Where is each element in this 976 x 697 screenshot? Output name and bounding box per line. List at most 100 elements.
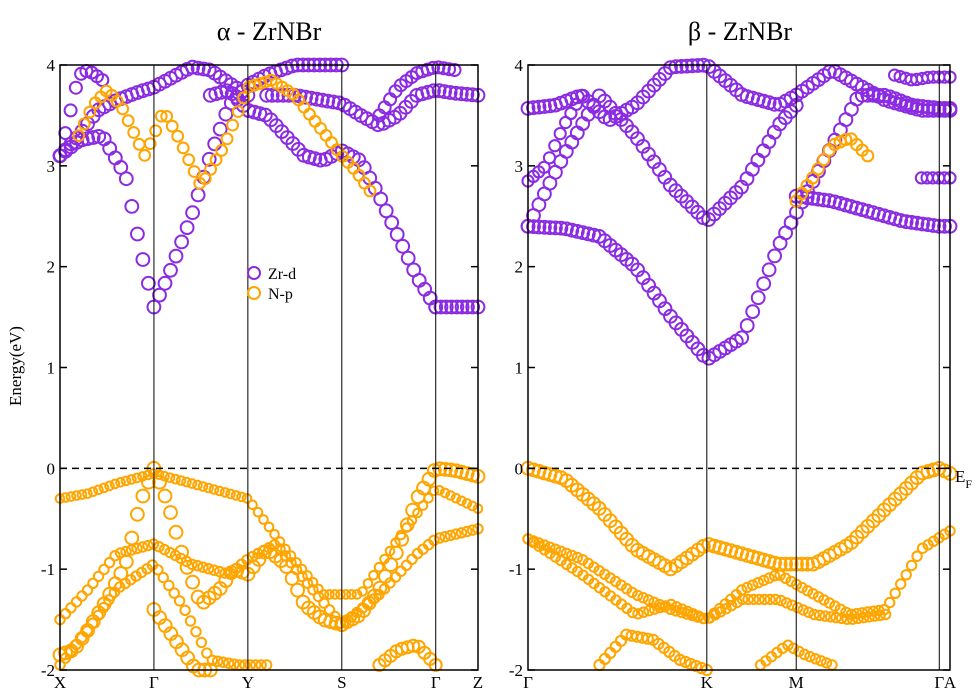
band-point-n-p-4 bbox=[109, 550, 121, 562]
band-point-zr-d-2 bbox=[395, 238, 411, 254]
band-point-n-p-4 bbox=[318, 597, 330, 609]
band-point-zr-d-0 bbox=[548, 220, 563, 236]
band-point-n-p-3 bbox=[357, 586, 368, 597]
band-point-n-p-5 bbox=[65, 645, 77, 657]
band-point-n-p-3 bbox=[71, 490, 82, 501]
band-point-zr-d-3 bbox=[904, 215, 919, 230]
band-point-n-p-4 bbox=[257, 545, 270, 557]
band-point-n-p-3 bbox=[852, 612, 864, 625]
band-point-n-p-5 bbox=[217, 656, 229, 668]
band-point-n-p-2 bbox=[538, 539, 551, 551]
y-tick-label: 2 bbox=[47, 258, 56, 277]
band-point-n-p-3 bbox=[830, 611, 842, 624]
y-tick-label: 2 bbox=[515, 258, 524, 277]
band-point-zr-d-0 bbox=[185, 205, 201, 221]
band-point-zr-d-0 bbox=[734, 330, 750, 346]
band-point-n-p-0 bbox=[77, 117, 91, 131]
band-point-n-p-5 bbox=[820, 657, 833, 669]
band-point-n-p-3 bbox=[417, 500, 429, 511]
band-point-n-p-5 bbox=[798, 648, 811, 661]
band-point-n-p-3 bbox=[698, 612, 710, 625]
band-point-zr-d-6 bbox=[426, 60, 440, 75]
band-point-n-p-4 bbox=[98, 563, 110, 576]
band-point-n-p-3 bbox=[214, 485, 225, 497]
k-point-label: S bbox=[337, 673, 346, 692]
legend-label-zr-d: Zr-d bbox=[268, 266, 296, 283]
band-point-zr-d-0 bbox=[190, 187, 206, 203]
band-point-zr-d-2 bbox=[668, 59, 684, 75]
band-point-zr-d-5 bbox=[63, 103, 78, 118]
band-point-n-p-3 bbox=[434, 485, 445, 496]
band-point-zr-d-2 bbox=[542, 98, 558, 114]
band-point-n-p-5 bbox=[70, 638, 83, 651]
band-point-zr-d-0 bbox=[163, 262, 178, 278]
band-point-n-p-1 bbox=[861, 149, 875, 163]
band-point-n-p-3 bbox=[428, 485, 440, 497]
band-point-n-p-3 bbox=[302, 570, 313, 581]
band-point-n-p-4 bbox=[301, 577, 314, 589]
band-point-n-p-0 bbox=[187, 165, 201, 178]
band-point-zr-d-0 bbox=[212, 121, 228, 137]
band-point-n-p-4 bbox=[461, 525, 473, 538]
band-point-zr-d-0 bbox=[207, 136, 223, 152]
band-point-n-p-0 bbox=[83, 105, 97, 119]
band-point-n-p-0 bbox=[308, 114, 322, 128]
band-point-n-p-5 bbox=[179, 604, 191, 616]
band-point-zr-d-0 bbox=[141, 275, 156, 291]
band-point-n-p-2 bbox=[544, 541, 556, 553]
band-point-n-p-3 bbox=[665, 598, 677, 611]
band-point-n-p-5 bbox=[152, 564, 164, 576]
band-point-zr-d-0 bbox=[526, 219, 541, 235]
band-point-n-p-2 bbox=[889, 587, 901, 599]
band-point-n-p-0 bbox=[204, 162, 218, 176]
band-point-n-p-4 bbox=[125, 544, 138, 556]
band-point-n-p-3 bbox=[797, 604, 809, 616]
band-point-zr-d-2 bbox=[679, 58, 695, 74]
band-point-n-p-3 bbox=[841, 613, 853, 625]
band-point-zr-d-4 bbox=[426, 83, 441, 99]
band-point-n-p-3 bbox=[835, 612, 848, 625]
band-point-n-p-5 bbox=[804, 651, 816, 663]
band-point-n-p-3 bbox=[764, 593, 776, 606]
band-point-zr-d-0 bbox=[124, 199, 140, 214]
band-point-n-p-2 bbox=[763, 572, 775, 584]
band-point-n-p-3 bbox=[819, 610, 831, 622]
band-point-n-p-3 bbox=[423, 492, 434, 504]
band-point-n-p-3 bbox=[280, 543, 291, 555]
band-point-n-p-2 bbox=[741, 581, 753, 594]
band-point-n-p-4 bbox=[285, 557, 297, 569]
legend-label-n-p: N-p bbox=[268, 286, 293, 303]
band-point-zr-d-4 bbox=[442, 85, 458, 100]
band-point-zr-d-3 bbox=[433, 299, 449, 315]
band-point-zr-d-5 bbox=[58, 126, 73, 141]
band-point-n-p-2 bbox=[796, 581, 808, 594]
band-point-n-p-1 bbox=[290, 582, 306, 598]
band-point-n-p-3 bbox=[643, 605, 655, 617]
band-point-n-p-3 bbox=[230, 490, 242, 501]
band-point-n-p-3 bbox=[373, 561, 385, 573]
band-point-n-p-0 bbox=[767, 555, 782, 571]
band-point-n-p-3 bbox=[670, 601, 683, 613]
band-point-zr-d-3 bbox=[909, 215, 925, 231]
band-point-n-p-0 bbox=[794, 556, 810, 572]
band-point-n-p-0 bbox=[198, 172, 212, 186]
band-point-n-p-3 bbox=[181, 476, 192, 488]
legend: Zr-d N-p bbox=[247, 266, 296, 303]
band-point-zr-d-0 bbox=[284, 58, 300, 74]
band-point-n-p-2 bbox=[383, 557, 399, 573]
band-point-n-p-1 bbox=[157, 488, 173, 504]
band-point-n-p-2 bbox=[818, 594, 830, 606]
band-point-n-p-5 bbox=[163, 579, 175, 592]
band-point-n-p-4 bbox=[279, 550, 292, 562]
band-point-zr-d-2 bbox=[378, 203, 394, 219]
band-point-n-p-4 bbox=[76, 590, 88, 602]
band-point-zr-d-0 bbox=[564, 222, 580, 238]
band-point-zr-d-0 bbox=[750, 290, 766, 306]
band-point-zr-d-2 bbox=[920, 103, 936, 118]
band-point-n-p-0 bbox=[143, 137, 157, 151]
band-point-n-p-4 bbox=[400, 559, 413, 571]
band-point-n-p-3 bbox=[467, 500, 478, 512]
band-point-zr-d-0 bbox=[157, 275, 173, 291]
band-point-zr-d-1 bbox=[190, 60, 206, 76]
